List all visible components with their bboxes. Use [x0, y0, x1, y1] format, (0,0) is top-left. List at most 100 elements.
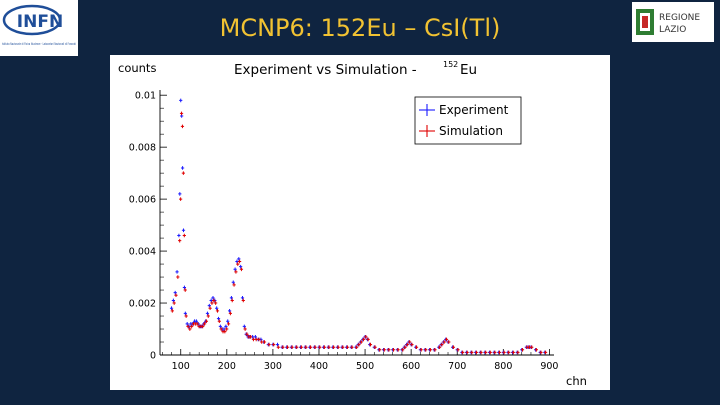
data-point-simulation: [272, 342, 276, 347]
data-point-simulation: [479, 350, 483, 355]
data-point-simulation: [387, 348, 391, 352]
data-point-simulation: [182, 233, 186, 238]
data-point-simulation: [366, 337, 370, 342]
data-point-simulation: [484, 350, 488, 355]
data-point-simulation: [456, 348, 460, 352]
data-point-simulation: [391, 348, 396, 352]
x-tick-label: 200: [218, 361, 236, 372]
data-point-experiment: [239, 264, 243, 269]
data-point-simulation: [336, 345, 340, 350]
data-point-simulation: [204, 319, 209, 324]
infn-logo-text: INFN: [17, 12, 63, 32]
data-point-simulation: [201, 324, 205, 329]
data-point-simulation: [276, 345, 280, 350]
data-point-simulation: [414, 345, 419, 350]
chart-title: Experiment vs Simulation -: [234, 62, 417, 78]
data-point-simulation: [236, 262, 240, 266]
data-point-simulation: [295, 345, 299, 350]
data-point-simulation: [332, 345, 336, 350]
chart-title-isotope-mass: 152: [443, 60, 458, 69]
data-point-simulation: [234, 270, 238, 274]
data-point-experiment: [242, 324, 246, 329]
data-point-simulation: [507, 350, 511, 355]
data-point-simulation: [520, 348, 525, 352]
data-point-simulation: [350, 345, 354, 350]
data-point-simulation: [281, 345, 285, 350]
data-point-simulation: [243, 327, 247, 331]
data-point-simulation: [516, 350, 520, 355]
y-tick-label: 0.006: [129, 195, 156, 206]
data-point-simulation: [364, 335, 368, 339]
data-point-simulation: [228, 311, 232, 316]
infn-logo: INFN Istituto Nazionale di Fisica Nuclea…: [0, 0, 78, 56]
data-point-simulation: [405, 342, 409, 347]
legend-label-simulation: Simulation: [439, 124, 503, 138]
data-point-simulation: [172, 301, 176, 305]
data-point-simulation: [176, 275, 180, 279]
data-point-simulation: [254, 337, 258, 342]
data-point-simulation: [382, 348, 386, 352]
data-point-simulation: [183, 288, 187, 292]
data-point-simulation: [511, 350, 515, 355]
data-point-simulation: [260, 340, 264, 344]
data-point-simulation: [208, 306, 212, 311]
legend-marker-simulation: [419, 125, 435, 137]
data-point-simulation: [210, 301, 214, 305]
chart-legend: Experiment Simulation: [414, 96, 522, 145]
data-point-simulation: [219, 327, 223, 331]
data-point-simulation: [214, 301, 218, 305]
regione-lazio-line2: LAZIO: [659, 25, 686, 35]
data-point-simulation: [179, 111, 184, 116]
data-point-simulation: [428, 348, 432, 352]
data-point-simulation: [304, 345, 308, 350]
data-point-simulation: [401, 348, 405, 352]
data-point-simulation: [251, 337, 256, 342]
data-point-experiment: [180, 166, 185, 170]
series-simulation: [170, 111, 548, 355]
spectrum-chart: counts Experiment vs Simulation - 152 Eu…: [118, 60, 587, 388]
data-point-experiment: [178, 192, 182, 196]
data-point-simulation: [534, 348, 538, 352]
x-axis-label: chn: [566, 374, 587, 388]
data-point-simulation: [180, 124, 185, 129]
data-point-simulation: [186, 324, 190, 329]
x-tick-label: 700: [448, 361, 466, 372]
data-point-experiment: [177, 233, 181, 238]
data-point-experiment: [183, 311, 187, 316]
data-point-experiment: [224, 324, 228, 329]
chart-marks: [169, 98, 548, 355]
x-tick-label: 300: [264, 361, 282, 372]
data-point-simulation: [217, 319, 221, 324]
data-point-simulation: [488, 350, 492, 355]
regione-lazio-logo-graphic: REGIONE LAZIO: [636, 9, 700, 35]
data-point-simulation: [497, 350, 502, 355]
slide-title: MCNP6: 152Eu – CsI(Tl): [219, 14, 501, 42]
data-point-simulation: [341, 345, 345, 350]
data-point-experiment: [182, 285, 187, 290]
data-point-simulation: [470, 350, 474, 355]
y-axis-label: counts: [118, 61, 156, 75]
data-point-simulation: [212, 298, 216, 303]
data-point-simulation: [245, 332, 249, 337]
data-point-simulation: [493, 350, 497, 355]
data-point-experiment: [173, 290, 177, 295]
data-point-simulation: [226, 322, 231, 326]
data-point-simulation: [225, 327, 229, 331]
data-point-simulation: [318, 345, 322, 350]
data-point-simulation: [361, 337, 366, 342]
data-point-experiment: [237, 257, 241, 261]
data-point-experiment: [227, 309, 232, 313]
data-point-simulation: [539, 350, 543, 355]
data-point-simulation: [530, 345, 534, 350]
data-point-simulation: [433, 348, 437, 352]
data-point-experiment: [215, 306, 219, 311]
legend-label-experiment: Experiment: [439, 103, 509, 117]
data-point-simulation: [206, 314, 210, 318]
data-point-experiment: [229, 296, 234, 300]
data-point-simulation: [327, 345, 331, 350]
data-point-simulation: [215, 309, 220, 313]
data-point-simulation: [262, 340, 267, 344]
chart-panel: counts Experiment vs Simulation - 152 Eu…: [110, 55, 610, 390]
x-tick-label: 900: [540, 361, 558, 372]
data-point-simulation: [465, 350, 469, 355]
